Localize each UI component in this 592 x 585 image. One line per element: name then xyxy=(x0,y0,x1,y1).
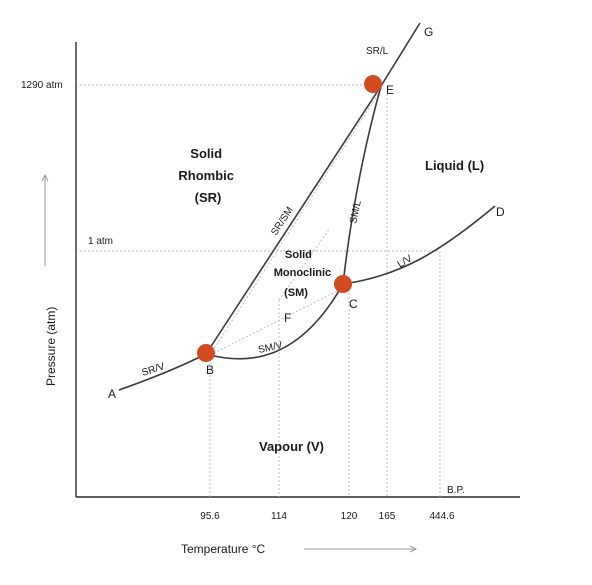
y-tick-1: 1 atm xyxy=(88,236,113,247)
label-sm-l: SM/L xyxy=(348,199,364,225)
x-tick-114: 114 xyxy=(271,511,287,522)
region-vapour: Vapour (V) xyxy=(259,439,324,454)
x-tick-95-6: 95.6 xyxy=(200,511,220,522)
guide-lines xyxy=(76,84,441,497)
triple-point-e xyxy=(364,75,382,93)
label-sr-v: SR/V xyxy=(141,361,167,379)
label-sm-v: SM/V xyxy=(257,340,284,356)
curve-sm-v xyxy=(205,283,344,360)
point-label-e: E xyxy=(386,83,394,97)
label-l-v: L/V xyxy=(396,253,415,270)
y-tick-1290: 1290 atm xyxy=(21,80,63,91)
point-label-a: A xyxy=(108,387,116,401)
label-sr-l: SR/L xyxy=(366,46,389,57)
region-monoclinic: Solid Monoclinic (SM) xyxy=(274,249,335,299)
x-tick-165: 165 xyxy=(379,511,396,522)
curve-sm-l xyxy=(342,85,382,285)
bp-label: B.P. xyxy=(447,485,465,496)
x-axis-label: Temperature °C xyxy=(181,542,265,556)
region-rhombic: Solid Rhombic (SR) xyxy=(178,146,237,205)
y-axis-arrow-head xyxy=(41,173,49,182)
curve-l-v xyxy=(342,205,496,285)
curve-sr-sm xyxy=(205,85,382,355)
curve-sr-l xyxy=(380,22,421,87)
region-liquid: Liquid (L) xyxy=(425,158,484,173)
point-label-g: G xyxy=(424,25,433,39)
x-tick-120: 120 xyxy=(341,511,358,522)
triple-point-c xyxy=(334,275,352,293)
point-label-d: D xyxy=(496,205,505,219)
point-label-f: F xyxy=(284,311,291,325)
triple-point-b xyxy=(197,344,215,362)
x-tick-444-6: 444.6 xyxy=(429,511,454,522)
x-axis-arrow-head xyxy=(409,545,418,553)
y-axis-label: Pressure (atm) xyxy=(44,307,58,386)
point-label-b: B xyxy=(206,363,214,377)
point-label-c: C xyxy=(349,297,358,311)
